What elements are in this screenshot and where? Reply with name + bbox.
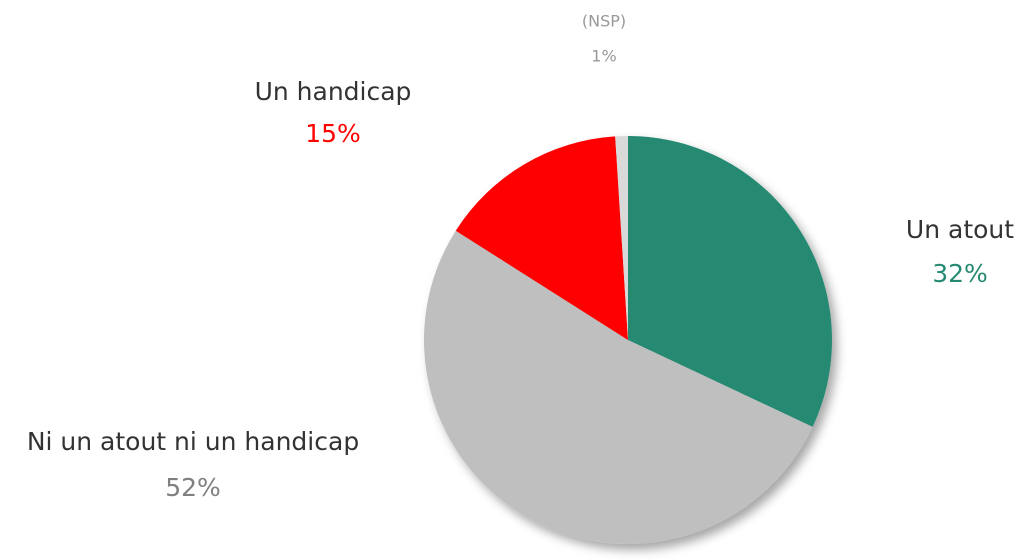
pie-slice — [615, 136, 628, 340]
value-label: 1% — [591, 47, 616, 66]
pie — [423, 136, 832, 545]
slice-label: Ni un atout ni un handicap — [27, 427, 359, 456]
pie-slice — [455, 136, 628, 340]
pie-slice — [423, 230, 813, 545]
value-label: 32% — [932, 259, 988, 288]
pie-slice — [628, 136, 832, 427]
slice-label: (NSP) — [582, 12, 626, 31]
value-label: 15% — [305, 119, 361, 148]
value-label: 52% — [165, 473, 221, 502]
slice-label: Un atout — [906, 215, 1014, 244]
slice-label: Un handicap — [255, 77, 412, 106]
